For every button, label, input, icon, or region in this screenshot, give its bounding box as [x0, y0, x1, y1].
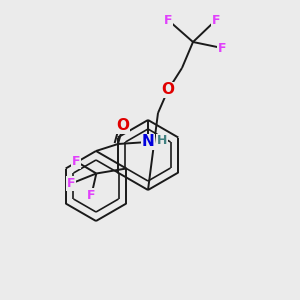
- Text: O: O: [116, 118, 130, 134]
- Text: F: F: [212, 14, 220, 26]
- Text: O: O: [161, 82, 175, 98]
- Text: F: F: [218, 41, 226, 55]
- Text: H: H: [157, 134, 167, 148]
- Text: F: F: [67, 177, 76, 190]
- Text: N: N: [142, 134, 154, 149]
- Text: F: F: [87, 189, 96, 202]
- Text: F: F: [72, 155, 81, 168]
- Text: F: F: [164, 14, 172, 26]
